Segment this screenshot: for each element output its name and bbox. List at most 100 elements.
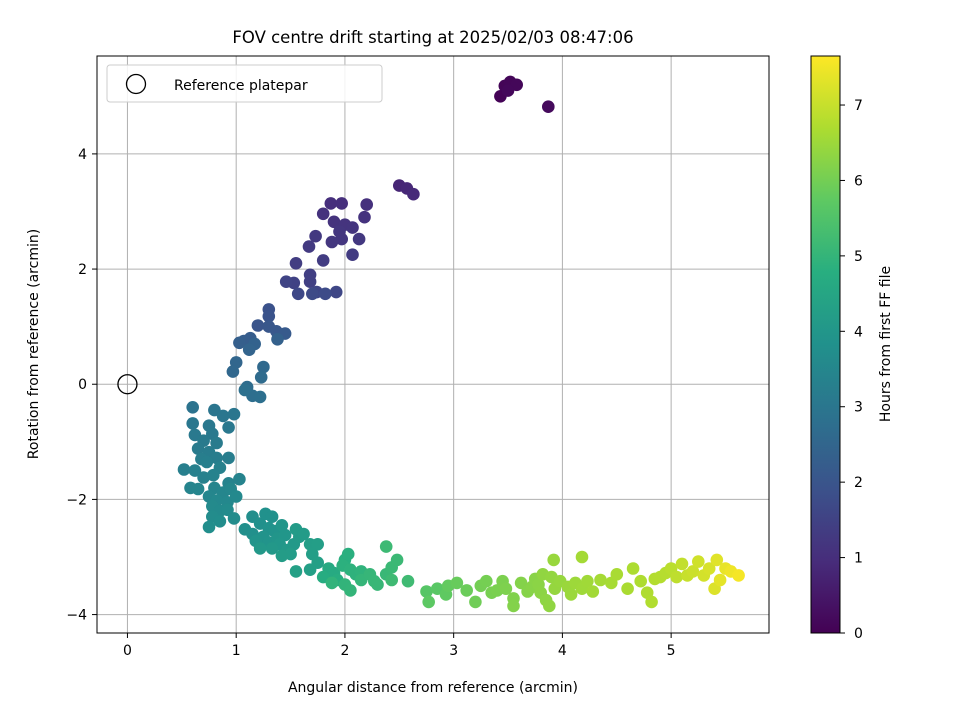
data-point bbox=[188, 464, 202, 477]
data-point bbox=[543, 599, 556, 613]
data-point bbox=[450, 576, 464, 590]
data-point bbox=[594, 573, 607, 587]
legend-marker-reference bbox=[125, 73, 147, 95]
data-point bbox=[542, 100, 555, 113]
data-point bbox=[271, 333, 284, 346]
data-point bbox=[547, 553, 560, 567]
y-tick-label: 2 bbox=[78, 262, 87, 278]
data-point bbox=[257, 360, 270, 374]
data-point bbox=[327, 215, 341, 229]
data-point bbox=[390, 553, 404, 567]
x-tick-label: 1 bbox=[232, 643, 241, 659]
data-point bbox=[507, 599, 520, 613]
data-point bbox=[233, 336, 246, 350]
data-point bbox=[210, 451, 223, 465]
data-point bbox=[514, 576, 528, 590]
data-point bbox=[634, 574, 647, 588]
data-point bbox=[278, 528, 292, 542]
data-point bbox=[226, 365, 240, 378]
data-point bbox=[227, 512, 241, 525]
y-tick-label: 4 bbox=[78, 147, 87, 163]
data-point bbox=[480, 574, 493, 588]
data-point bbox=[253, 542, 267, 555]
data-point bbox=[586, 585, 600, 598]
data-point bbox=[713, 573, 727, 587]
data-point bbox=[229, 490, 243, 503]
x-tick-label: 4 bbox=[558, 643, 567, 659]
data-point bbox=[732, 569, 745, 582]
data-point bbox=[499, 582, 513, 595]
data-point bbox=[289, 257, 303, 270]
colorbar-tick-label: 5 bbox=[854, 249, 863, 265]
data-point bbox=[346, 248, 359, 261]
legend-label-reference: Reference platepar bbox=[174, 78, 308, 94]
data-point bbox=[621, 582, 634, 595]
x-tick-label: 5 bbox=[667, 643, 676, 659]
data-point bbox=[222, 421, 235, 434]
data-point bbox=[352, 232, 366, 246]
legend: Reference platepar bbox=[106, 64, 383, 103]
data-point bbox=[460, 584, 474, 597]
colorbar-tick-label: 0 bbox=[854, 626, 863, 642]
y-tick-label: 0 bbox=[78, 377, 87, 393]
data-point bbox=[385, 573, 399, 587]
data-point bbox=[309, 229, 322, 243]
colorbar-tick-label: 6 bbox=[854, 173, 863, 189]
colorbar-label: Hours from first FF file bbox=[878, 266, 894, 422]
x-axis-label: Angular distance from reference (arcmin) bbox=[288, 680, 578, 696]
data-point bbox=[422, 595, 436, 609]
x-tick-label: 0 bbox=[123, 643, 132, 659]
data-point bbox=[216, 409, 230, 423]
data-point bbox=[251, 319, 265, 332]
y-axis: −4 −2 0 2 4 bbox=[66, 147, 97, 624]
data-point bbox=[360, 198, 374, 211]
data-point bbox=[210, 436, 223, 450]
colorbar-tick-label: 2 bbox=[854, 475, 863, 491]
data-point bbox=[670, 570, 683, 584]
data-point bbox=[692, 555, 705, 568]
data-point bbox=[329, 285, 343, 299]
colorbar bbox=[810, 55, 841, 634]
data-point bbox=[291, 287, 305, 301]
data-point bbox=[407, 187, 420, 201]
data-point bbox=[213, 515, 227, 528]
colorbar-tick-label: 1 bbox=[854, 551, 863, 567]
data-point bbox=[238, 383, 252, 397]
y-tick-label: −2 bbox=[66, 492, 87, 508]
reference-platepar-marker bbox=[117, 374, 138, 395]
data-point bbox=[303, 275, 317, 289]
data-point bbox=[221, 503, 234, 517]
data-point bbox=[279, 275, 293, 289]
data-point bbox=[242, 343, 256, 357]
x-axis: 0 1 2 3 4 5 bbox=[123, 633, 676, 659]
data-point bbox=[501, 84, 515, 97]
data-point bbox=[262, 310, 276, 323]
data-point bbox=[325, 235, 339, 249]
data-point bbox=[297, 527, 310, 541]
data-point bbox=[222, 451, 235, 465]
data-point bbox=[233, 472, 246, 486]
data-point bbox=[191, 482, 205, 496]
y-axis-label: Rotation from reference (arcmin) bbox=[26, 229, 42, 459]
legend-box bbox=[106, 64, 383, 103]
data-point bbox=[344, 584, 357, 597]
data-point bbox=[581, 574, 594, 588]
data-point bbox=[379, 540, 393, 553]
data-point bbox=[335, 197, 349, 210]
x-tick-label: 3 bbox=[449, 643, 458, 659]
colorbar-ticks: 0 1 2 3 4 5 6 7 bbox=[840, 98, 863, 642]
scatter-points bbox=[117, 75, 745, 613]
data-point bbox=[177, 463, 191, 476]
data-point bbox=[710, 553, 724, 567]
data-point bbox=[200, 455, 214, 469]
colorbar-tick-label: 7 bbox=[854, 98, 863, 114]
data-point bbox=[254, 371, 268, 384]
data-point bbox=[289, 565, 303, 578]
data-point bbox=[306, 287, 319, 301]
data-point bbox=[564, 588, 578, 601]
data-point bbox=[186, 417, 199, 430]
data-point bbox=[275, 519, 289, 532]
plot-frame bbox=[96, 55, 770, 634]
data-point bbox=[610, 568, 624, 581]
